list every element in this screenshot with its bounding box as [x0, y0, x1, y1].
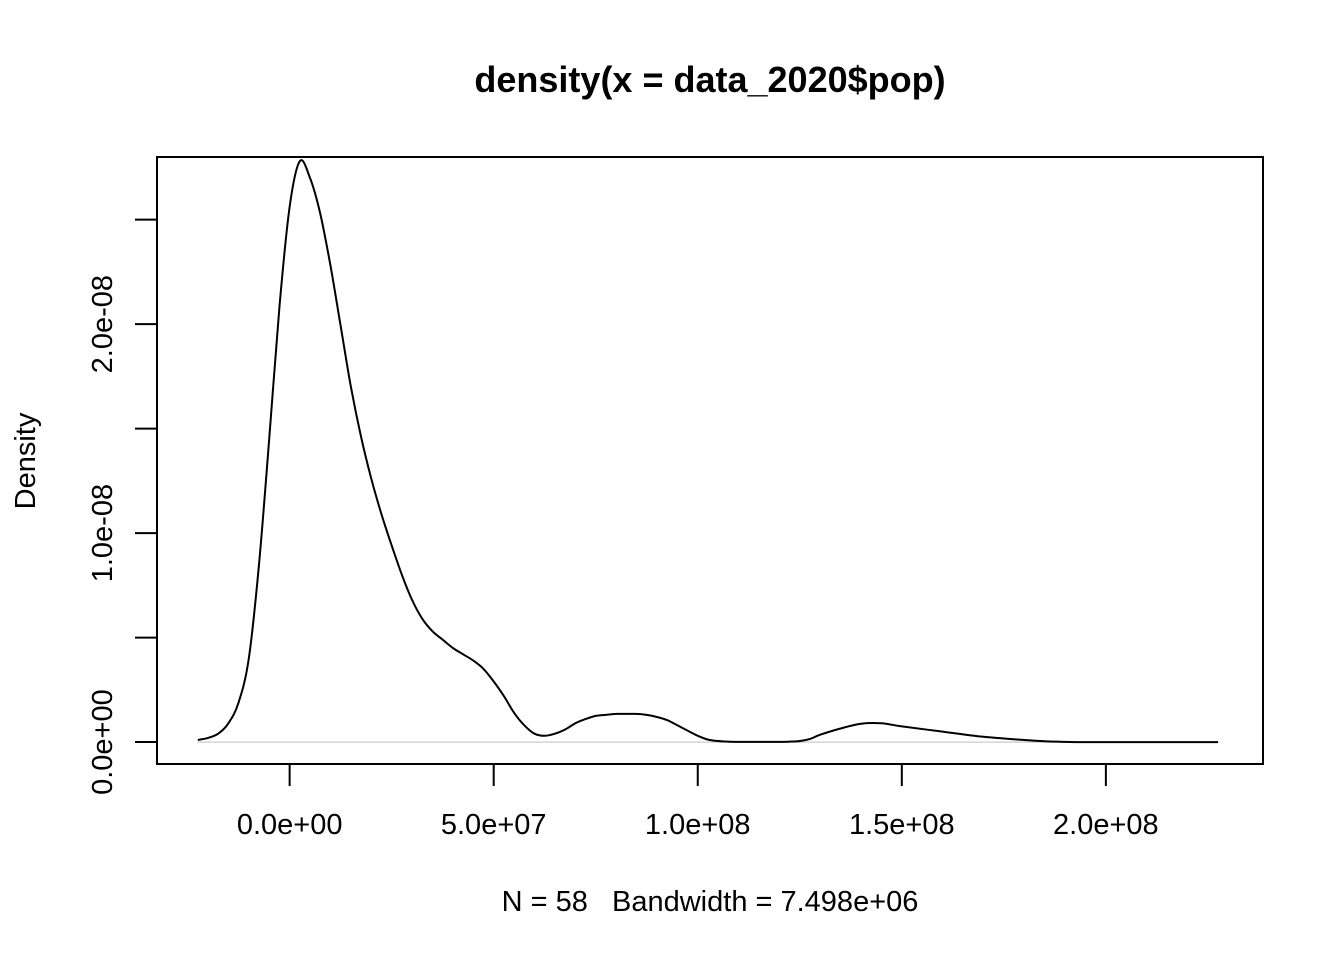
y-tick-label: 1.0e-08: [87, 484, 119, 582]
y-axis: 0.0e+00 1.0e-08 2.0e-08: [87, 218, 158, 795]
y-tick-label: 0.0e+00: [87, 689, 119, 795]
x-axis: 0.0e+00 5.0e+07 1.0e+08 1.5e+08 2.0e+08: [237, 763, 1159, 841]
x-tick-label: 1.5e+08: [849, 809, 955, 841]
x-axis-label: N = 58 Bandwidth = 7.498e+06: [502, 886, 919, 918]
chart-title: density(x = data_2020$pop): [474, 59, 945, 100]
y-tick-label: 2.0e-08: [87, 275, 119, 373]
x-tick-label: 2.0e+08: [1053, 809, 1159, 841]
plot-frame: [156, 156, 1264, 765]
x-tick-label: 0.0e+00: [237, 809, 343, 841]
y-axis-label: Density: [10, 412, 42, 509]
x-tick-label: 5.0e+07: [441, 809, 547, 841]
x-tick-label: 1.0e+08: [645, 809, 751, 841]
density-curve: [197, 159, 1219, 744]
